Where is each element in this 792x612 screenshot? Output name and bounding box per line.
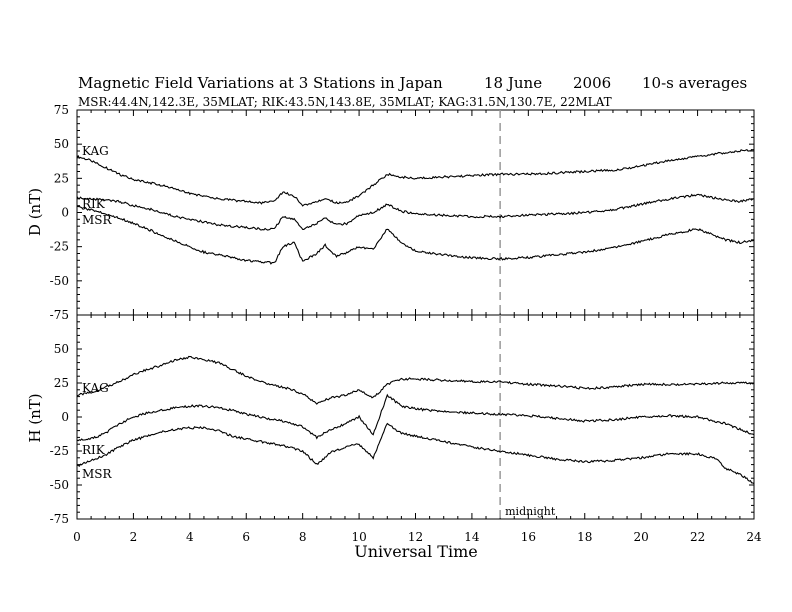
x-tick-label: 6 — [242, 530, 250, 544]
chart-averaging: 10-s averages — [642, 74, 747, 92]
series-label-kag: KAG — [82, 144, 109, 158]
chart-date-day: 18 June — [484, 74, 542, 92]
y-tick-label: 0 — [61, 206, 69, 220]
series-line-rik — [76, 193, 755, 231]
y-tick-label: 75 — [54, 103, 69, 117]
series-line-msr — [76, 205, 755, 265]
series-label-rik: RIK — [82, 443, 106, 457]
panel-d: -75 -50 -25 0 25 50 75 KAG RIK MSR — [50, 103, 755, 322]
y-tick-label: -50 — [50, 274, 69, 288]
x-tick-label: 10 — [351, 530, 366, 544]
x-tick-label: 24 — [746, 530, 762, 544]
y-tick-label: 25 — [54, 171, 69, 185]
y-tick-label: 0 — [61, 410, 69, 424]
x-tick-label: 0 — [73, 530, 81, 544]
chart-title: Magnetic Field Variations at 3 Stations … — [78, 74, 443, 92]
x-tick-label: 12 — [408, 530, 423, 544]
series-label-kag: KAG — [82, 381, 109, 395]
x-tick-label: 2 — [130, 530, 138, 544]
series-label-msr: MSR — [82, 213, 113, 227]
series-line-rik — [76, 393, 755, 442]
series-line-msr — [76, 422, 755, 485]
x-tick-label: 4 — [186, 530, 194, 544]
x-tick-label: 18 — [577, 530, 592, 544]
x-tick-label: 22 — [690, 530, 705, 544]
series-line-kag — [76, 355, 755, 405]
y-tick-label: -75 — [50, 512, 69, 526]
chart-date-year: 2006 — [573, 74, 611, 92]
y-tick-label: 50 — [54, 342, 69, 356]
y-axis-label-d: D (nT) — [26, 188, 44, 236]
y-tick-label: 50 — [54, 137, 69, 151]
y-tick-label: -25 — [50, 444, 69, 458]
x-tick-label: 16 — [521, 530, 536, 544]
plot-frame — [76, 109, 755, 316]
y-tick-label: -75 — [50, 308, 69, 322]
series-label-msr: MSR — [82, 467, 113, 481]
y-tick-label: 25 — [54, 376, 69, 390]
x-tick-label: 14 — [464, 530, 480, 544]
series-label-rik: RIK — [82, 197, 106, 211]
x-tick-label: 20 — [634, 530, 649, 544]
x-tick-label: 8 — [299, 530, 307, 544]
x-axis-label: Universal Time — [354, 542, 477, 561]
series-line-kag — [76, 149, 755, 207]
y-tick-label: -25 — [50, 240, 69, 254]
midnight-label: midnight — [505, 505, 556, 518]
y-tick-label: -50 — [50, 478, 69, 492]
y-axis-label-h: H (nT) — [26, 393, 44, 442]
stations-line: MSR:44.4N,142.3E, 35MLAT; RIK:43.5N,143.… — [78, 95, 612, 109]
